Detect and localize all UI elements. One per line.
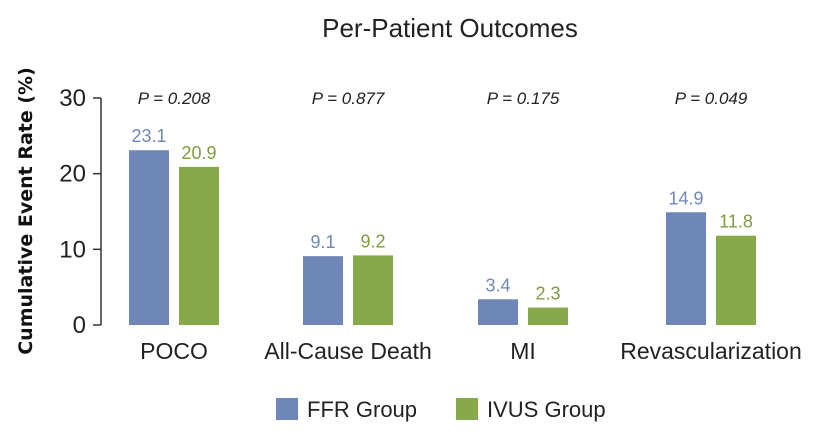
bars bbox=[129, 150, 756, 325]
data-label: 2.3 bbox=[535, 284, 560, 304]
data-label: 9.2 bbox=[360, 231, 385, 251]
p-value-label: P = 0.877 bbox=[312, 89, 385, 108]
p-value-label: P = 0.049 bbox=[675, 89, 748, 108]
data-label: 14.9 bbox=[668, 188, 703, 208]
y-tick-label: 10 bbox=[59, 236, 86, 263]
legend-label: IVUS Group bbox=[487, 397, 606, 422]
legend-swatch bbox=[276, 398, 298, 420]
y-tick-label: 0 bbox=[73, 312, 86, 339]
p-value-label: P = 0.175 bbox=[487, 89, 560, 108]
bar-ivus bbox=[528, 307, 568, 325]
y-axis-label: Cumulative Event Rate (%) bbox=[15, 67, 37, 355]
data-label: 23.1 bbox=[131, 126, 166, 146]
p-values: P = 0.208 P = 0.877 P = 0.175 P = 0.049 bbox=[138, 89, 748, 108]
chart-title: Per-Patient Outcomes bbox=[322, 13, 578, 43]
data-label: 11.8 bbox=[719, 212, 753, 232]
bar-ffr bbox=[666, 212, 706, 325]
bar-ffr bbox=[129, 150, 169, 325]
x-tick-labels: POCO All-Cause Death MI Revascularization bbox=[140, 338, 802, 364]
y-tick-label: 20 bbox=[59, 161, 86, 188]
bar-ffr bbox=[303, 256, 343, 325]
x-tick-label: MI bbox=[510, 338, 536, 364]
x-tick-label: POCO bbox=[140, 338, 208, 364]
x-tick-label: All-Cause Death bbox=[264, 338, 431, 364]
y-tick-label: 30 bbox=[59, 85, 86, 112]
bar-ffr bbox=[478, 299, 518, 325]
y-ticks: 0 10 20 30 bbox=[59, 85, 101, 339]
data-label: 9.1 bbox=[310, 232, 335, 252]
bar-ivus bbox=[179, 166, 219, 325]
legend-swatch bbox=[456, 398, 478, 420]
bar-ivus bbox=[716, 235, 756, 325]
data-labels: 23.1 20.9 9.1 9.2 3.4 2.3 14.9 11.8 bbox=[131, 126, 752, 303]
bar-ivus bbox=[353, 255, 393, 325]
data-label: 20.9 bbox=[181, 143, 216, 163]
x-tick-label: Revascularization bbox=[620, 338, 802, 364]
data-label: 3.4 bbox=[485, 275, 510, 295]
legend: FFR Group IVUS Group bbox=[276, 397, 606, 422]
legend-label: FFR Group bbox=[307, 397, 417, 422]
p-value-label: P = 0.208 bbox=[138, 89, 211, 108]
